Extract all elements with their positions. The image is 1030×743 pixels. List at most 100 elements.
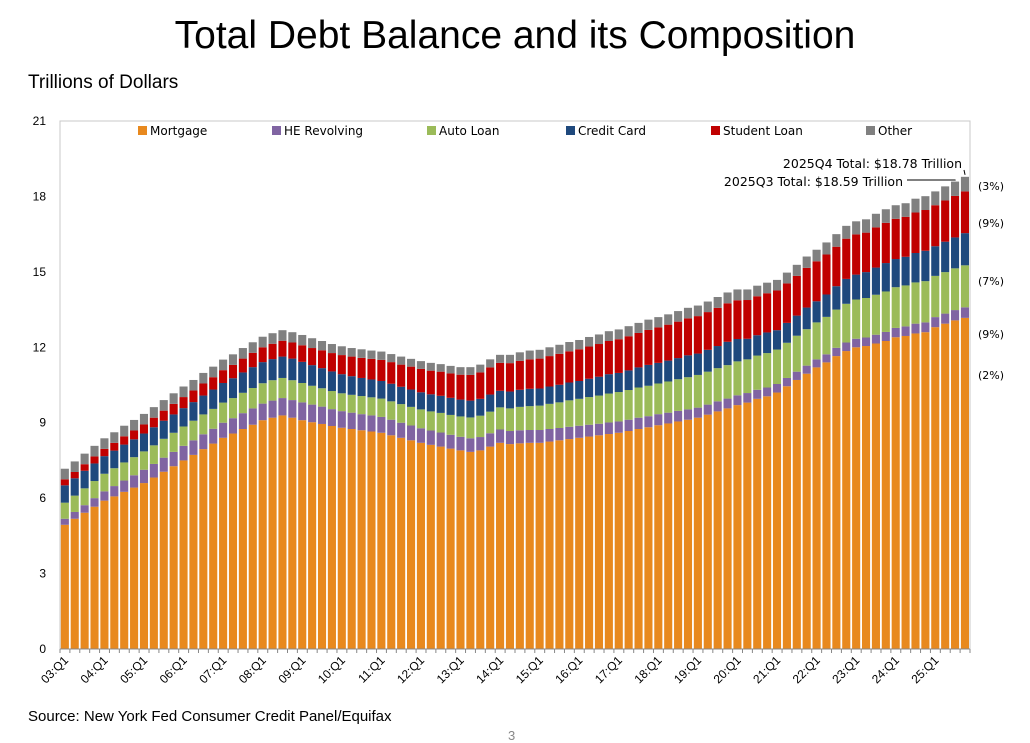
bar-segment-auto-loan [496, 407, 504, 429]
y-tick-label: 15 [33, 265, 47, 279]
bar-segment-credit-card [753, 335, 761, 355]
bar-segment-auto-loan [180, 426, 188, 445]
bar-segment-auto-loan [852, 300, 860, 339]
bar-segment-other [733, 289, 741, 300]
bar-segment-auto-loan [140, 451, 148, 469]
bar-segment-mortgage [348, 429, 356, 649]
bar-segment-mortgage [555, 440, 563, 649]
bar-segment-he-revolving [486, 433, 494, 446]
bar-segment-other [140, 414, 148, 425]
bar-segment-he-revolving [239, 413, 247, 429]
bar-segment-he-revolving [714, 401, 722, 411]
bar-segment-credit-card [417, 392, 425, 409]
bar-segment-student-loan [427, 371, 435, 395]
x-tick-label: 19:Q1 [671, 653, 704, 686]
bar-segment-student-loan [921, 210, 929, 251]
bar-segment-mortgage [684, 420, 692, 649]
bar-segment-mortgage [239, 429, 247, 649]
bar-segment-he-revolving [911, 324, 919, 334]
bar-segment-credit-card [714, 346, 722, 368]
bar-segment-mortgage [743, 403, 751, 649]
bar-segment-other [288, 332, 296, 342]
bar-segment-other [199, 373, 207, 384]
x-tick-label: 15:Q1 [513, 653, 546, 686]
bar-segment-student-loan [892, 219, 900, 259]
bar-segment-auto-loan [605, 394, 613, 423]
bar-segment-mortgage [160, 472, 168, 649]
bar-segment-auto-loan [516, 407, 524, 430]
bar-segment-auto-loan [130, 457, 138, 475]
x-tick-label: 05:Q1 [117, 653, 150, 686]
bar-segment-mortgage [733, 405, 741, 649]
bar-segment-mortgage [170, 466, 178, 649]
bar-segment-auto-loan [437, 413, 445, 433]
bar-segment-he-revolving [496, 430, 504, 443]
bar-segment-credit-card [456, 400, 464, 417]
bar-segment-auto-loan [377, 399, 385, 417]
bar-segment-other [822, 242, 830, 254]
share-label: (2%) [978, 369, 1004, 382]
x-tick-label: 23:Q1 [829, 653, 862, 686]
y-tick-label: 18 [33, 189, 47, 203]
bar-segment-student-loan [189, 391, 197, 403]
bar-segment-student-loan [180, 397, 188, 408]
bar-segment-he-revolving [367, 415, 375, 431]
bar-segment-mortgage [338, 428, 346, 649]
bar-segment-other [565, 342, 573, 351]
bar-segment-auto-loan [269, 380, 277, 400]
bar-segment-credit-card [852, 275, 860, 300]
bar-segment-credit-card [931, 246, 939, 276]
bar-segment-auto-loan [783, 343, 791, 378]
bar-segment-he-revolving [625, 420, 633, 431]
bar-segment-credit-card [328, 371, 336, 391]
bar-segment-student-loan [872, 227, 880, 267]
bar-segment-credit-card [516, 390, 524, 407]
bar-segment-student-loan [951, 196, 959, 237]
bar-segment-student-loan [150, 418, 158, 428]
bar-segment-auto-loan [555, 402, 563, 428]
bar-segment-mortgage [575, 438, 583, 649]
x-tick-label: 18:Q1 [632, 653, 665, 686]
bar-segment-auto-loan [714, 368, 722, 401]
bar-segment-mortgage [911, 333, 919, 649]
bar-segment-mortgage [783, 386, 791, 649]
bar-segment-credit-card [269, 359, 277, 380]
bar-segment-other [536, 350, 544, 359]
bar-segment-credit-card [862, 272, 870, 298]
bar-segment-other [803, 257, 811, 268]
bar-segment-mortgage [367, 432, 375, 649]
bar-segment-student-loan [694, 316, 702, 353]
bar-segment-auto-loan [654, 383, 662, 414]
legend-swatch [427, 126, 436, 135]
bar-segment-student-loan [882, 223, 890, 263]
bar-segment-mortgage [635, 429, 643, 649]
bar-segment-auto-loan [941, 272, 949, 313]
legend-swatch [138, 126, 147, 135]
bar-segment-auto-loan [120, 462, 128, 480]
bar-segment-credit-card [882, 263, 890, 291]
x-tick-label: 13:Q1 [434, 653, 467, 686]
bar-segment-mortgage [902, 336, 910, 649]
bar-segment-credit-card [951, 237, 959, 268]
bar-segment-credit-card [674, 358, 682, 379]
bar-segment-mortgage [585, 437, 593, 649]
bar-segment-he-revolving [813, 359, 821, 367]
bar-segment-he-revolving [585, 425, 593, 437]
bar-segment-auto-loan [644, 386, 652, 416]
bar-segment-auto-loan [615, 392, 623, 421]
bar-segment-other [882, 209, 890, 223]
bar-segment-other [832, 234, 840, 247]
bar-segment-credit-card [90, 463, 98, 481]
bar-segment-other [160, 400, 168, 411]
bar-segment-credit-card [773, 330, 781, 349]
bar-segment-auto-loan [476, 416, 484, 437]
bar-segment-credit-card [437, 396, 445, 413]
bar-segment-other [743, 289, 751, 300]
x-tick-label: 12:Q1 [394, 653, 427, 686]
legend-swatch [711, 126, 720, 135]
bar-segment-other [516, 352, 524, 361]
bar-segment-other [625, 326, 633, 336]
bar-segment-credit-card [605, 374, 613, 393]
bar-segment-auto-loan [358, 396, 366, 414]
bar-segment-student-loan [753, 296, 761, 335]
